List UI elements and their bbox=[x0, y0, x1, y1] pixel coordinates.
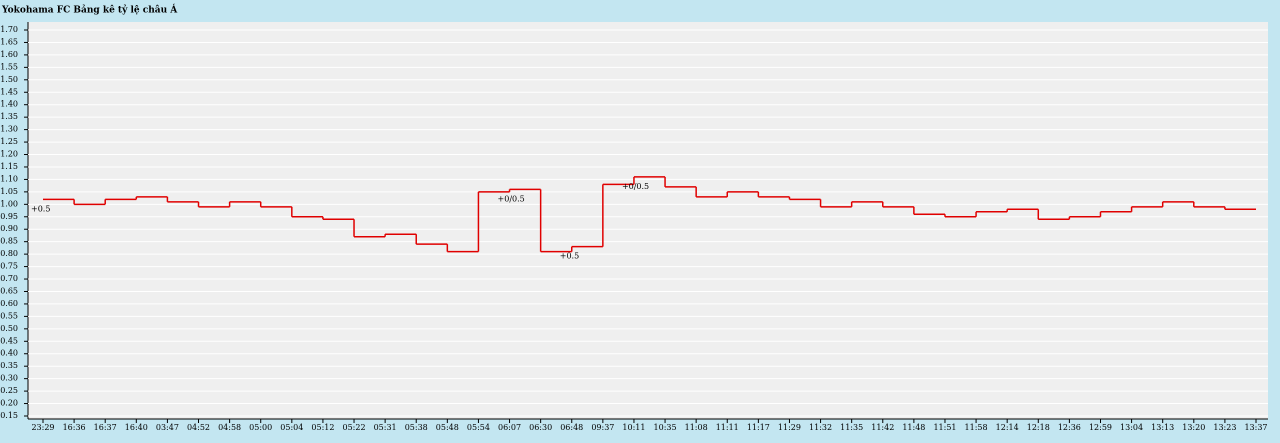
x-tick-label: 12:14 bbox=[996, 423, 1019, 432]
y-tick-label: 1.30 bbox=[0, 125, 18, 134]
x-tick-label: 04:58 bbox=[218, 423, 241, 432]
y-tick-label: 0.60 bbox=[0, 299, 18, 308]
x-tick-label: 11:17 bbox=[747, 423, 770, 432]
y-tick-label: 0.90 bbox=[0, 224, 18, 233]
y-tick-label: 0.80 bbox=[0, 249, 18, 258]
y-tick-label: 1.40 bbox=[0, 100, 18, 109]
y-tick-label: 0.55 bbox=[0, 311, 18, 320]
x-tick-label: 11:51 bbox=[933, 423, 956, 432]
x-tick-label: 06:48 bbox=[560, 423, 583, 432]
x-tick-label: 13:04 bbox=[1120, 423, 1143, 432]
y-tick-label: 1.50 bbox=[0, 75, 18, 84]
y-tick-label: 0.15 bbox=[0, 411, 18, 420]
x-tick-label: 10:35 bbox=[654, 423, 677, 432]
x-tick-label: 11:35 bbox=[840, 423, 863, 432]
y-tick-label: 1.20 bbox=[0, 150, 18, 159]
x-tick-label: 12:18 bbox=[1027, 423, 1050, 432]
y-tick-label: 1.10 bbox=[0, 174, 18, 183]
y-tick-label: 0.70 bbox=[0, 274, 18, 283]
y-tick-label: 1.15 bbox=[0, 162, 18, 171]
x-tick-label: 12:59 bbox=[1089, 423, 1112, 432]
x-tick-label: 06:30 bbox=[529, 423, 552, 432]
x-tick-label: 11:11 bbox=[716, 423, 739, 432]
y-tick-label: 0.50 bbox=[0, 324, 18, 333]
annotation: +0.5 bbox=[560, 252, 579, 261]
y-tick-label: 0.35 bbox=[0, 361, 18, 370]
y-tick-label: 1.65 bbox=[0, 37, 18, 46]
y-tick-label: 0.85 bbox=[0, 237, 18, 246]
y-tick-label: 1.60 bbox=[0, 50, 18, 59]
x-tick-label: 16:36 bbox=[63, 423, 86, 432]
y-tick-label: 1.05 bbox=[0, 187, 18, 196]
y-tick-label: 0.25 bbox=[0, 386, 18, 395]
x-tick-label: 11:58 bbox=[965, 423, 988, 432]
y-tick-label: 0.65 bbox=[0, 286, 18, 295]
x-tick-label: 11:48 bbox=[902, 423, 925, 432]
x-tick-label: 13:20 bbox=[1182, 423, 1205, 432]
y-tick-label: 0.95 bbox=[0, 212, 18, 221]
x-tick-label: 05:00 bbox=[249, 423, 272, 432]
annotation: +0/0.5 bbox=[498, 194, 525, 203]
x-tick-label: 13:13 bbox=[1151, 423, 1174, 432]
x-tick-label: 12:36 bbox=[1058, 423, 1081, 432]
y-tick-label: 0.40 bbox=[0, 349, 18, 358]
y-tick-label: 1.55 bbox=[0, 62, 18, 71]
x-tick-label: 11:29 bbox=[778, 423, 801, 432]
x-tick-label: 05:31 bbox=[374, 423, 397, 432]
x-tick-label: 09:37 bbox=[591, 423, 614, 432]
annotation: +0.5 bbox=[31, 204, 50, 213]
x-tick-label: 13:37 bbox=[1244, 423, 1267, 432]
x-tick-label: 05:04 bbox=[280, 423, 303, 432]
x-tick-label: 05:48 bbox=[436, 423, 459, 432]
plot-background bbox=[28, 22, 1268, 419]
y-tick-label: 1.35 bbox=[0, 112, 18, 121]
y-tick-label: 0.30 bbox=[0, 374, 18, 383]
x-tick-label: 04:52 bbox=[187, 423, 210, 432]
x-tick-label: 06:07 bbox=[498, 423, 521, 432]
x-tick-label: 03:47 bbox=[156, 423, 179, 432]
x-tick-label: 05:22 bbox=[342, 423, 365, 432]
x-tick-label: 05:12 bbox=[311, 423, 334, 432]
annotation: +0/0.5 bbox=[622, 182, 649, 191]
x-tick-label: 13:23 bbox=[1213, 423, 1236, 432]
y-tick-label: 1.70 bbox=[0, 25, 18, 34]
x-tick-label: 10:11 bbox=[622, 423, 645, 432]
y-tick-label: 0.75 bbox=[0, 262, 18, 271]
y-tick-label: 0.20 bbox=[0, 399, 18, 408]
x-tick-label: 23:29 bbox=[31, 423, 54, 432]
y-tick-label: 1.25 bbox=[0, 137, 18, 146]
x-tick-label: 11:42 bbox=[871, 423, 894, 432]
x-tick-label: 16:40 bbox=[125, 423, 148, 432]
y-tick-label: 0.45 bbox=[0, 336, 18, 345]
y-tick-label: 1.00 bbox=[0, 199, 18, 208]
y-tick-label: 1.45 bbox=[0, 87, 18, 96]
x-tick-label: 11:08 bbox=[685, 423, 708, 432]
x-tick-label: 16:37 bbox=[94, 423, 117, 432]
x-tick-label: 11:32 bbox=[809, 423, 832, 432]
x-tick-label: 05:54 bbox=[467, 423, 490, 432]
chart-title: Yokohama FC Bảng kê tỷ lệ châu Á bbox=[1, 4, 178, 16]
x-tick-label: 05:38 bbox=[405, 423, 428, 432]
